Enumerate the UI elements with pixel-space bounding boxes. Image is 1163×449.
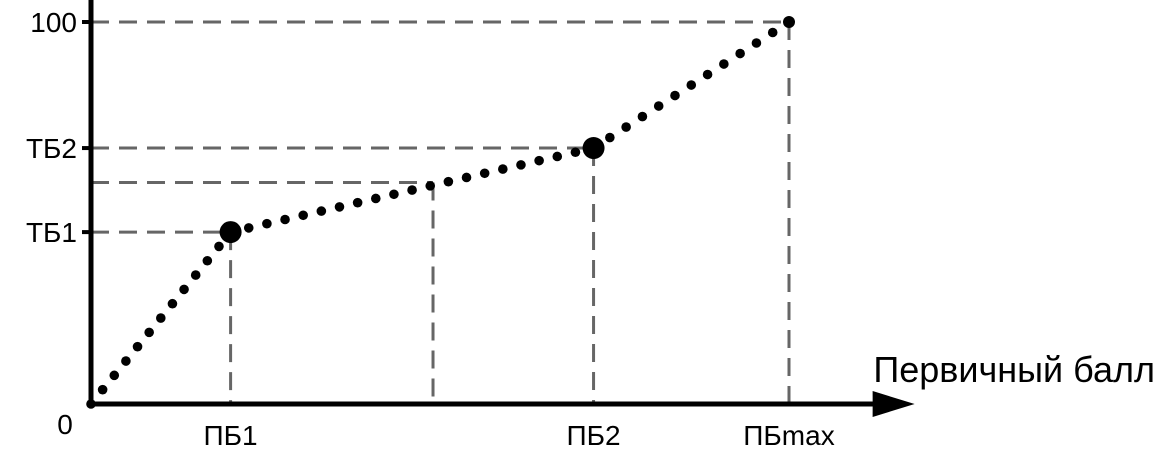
- series-dot: [190, 270, 201, 280]
- series-dot: [605, 132, 615, 143]
- series-dot: [637, 111, 648, 122]
- guide-lines: [91, 20, 791, 404]
- x-tick-label: ПБmax: [743, 420, 834, 449]
- tick-labels: 0 Первичный балл ТБ1 ТБ2 100 ПБ1 ПБ2 ПБmax: [26, 7, 1155, 449]
- x-tick-label: ПБ1: [204, 420, 258, 449]
- series-dot: [498, 164, 508, 174]
- series-dot: [389, 189, 399, 200]
- series-dot: [316, 206, 327, 216]
- data-point-max: [783, 16, 795, 28]
- series-dot: [686, 80, 697, 90]
- y-tick-label: 100: [30, 7, 77, 38]
- series-dot: [352, 197, 363, 208]
- series-dot: [179, 284, 189, 295]
- y-tick-label: ТБ2: [26, 133, 77, 164]
- key-data-point: [219, 221, 242, 244]
- series-dot: [109, 370, 120, 381]
- series-dot: [334, 202, 345, 212]
- score-conversion-series: [86, 16, 795, 409]
- series-dot: [516, 160, 526, 170]
- x-tick-label: ПБ2: [567, 420, 621, 449]
- series-dot: [86, 399, 96, 409]
- series-dot: [479, 168, 490, 179]
- x-axis-title: Первичный балл: [873, 349, 1155, 390]
- series-dot: [156, 313, 166, 323]
- key-data-point: [582, 137, 605, 160]
- series-dot: [570, 147, 581, 158]
- series-dot: [97, 384, 108, 395]
- origin-label: 0: [57, 409, 73, 440]
- x-axis-arrow: [872, 391, 915, 417]
- series-dot: [202, 255, 213, 266]
- series-dot: [407, 185, 417, 195]
- series-dot: [298, 210, 308, 221]
- series-dot: [461, 172, 472, 183]
- series-dot: [621, 122, 631, 132]
- series-dot: [121, 356, 131, 366]
- series-dot: [167, 298, 178, 309]
- series-dot: [132, 341, 143, 352]
- series-dot: [719, 59, 729, 69]
- series-dot: [751, 38, 762, 48]
- series-dot: [144, 327, 154, 338]
- series-dot: [425, 181, 436, 191]
- series-dot: [370, 193, 381, 204]
- series-dot: [280, 214, 290, 225]
- series-dot: [443, 176, 454, 187]
- axes: [88, 0, 915, 417]
- series-dot: [534, 155, 544, 166]
- series-dot: [243, 223, 254, 233]
- series-dot: [670, 90, 680, 101]
- series-dot: [653, 101, 664, 111]
- series-dot: [767, 27, 778, 38]
- series-dot: [552, 151, 563, 162]
- series-dot: [702, 69, 713, 80]
- series-dot: [214, 241, 224, 252]
- series-dot: [735, 48, 745, 59]
- y-tick-label: ТБ1: [26, 217, 77, 248]
- series-dot: [262, 218, 272, 229]
